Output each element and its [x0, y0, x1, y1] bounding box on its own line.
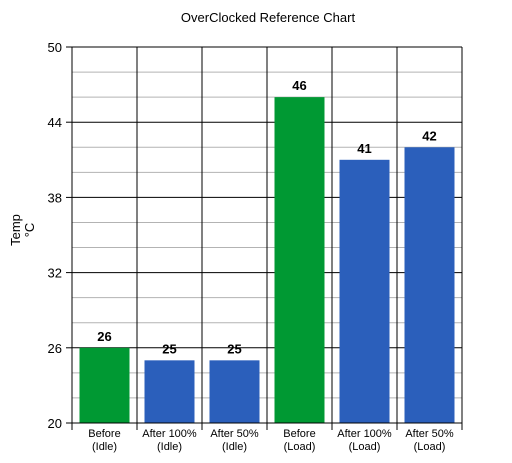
bar	[274, 97, 325, 423]
bar-value-label: 41	[357, 141, 371, 156]
y-tick-label: 26	[48, 341, 62, 356]
bar	[79, 347, 130, 423]
bar-value-label: 46	[292, 78, 306, 93]
x-tick-label-sub: (Idle)	[222, 441, 247, 453]
bar	[209, 360, 260, 423]
bar-value-label: 26	[97, 329, 111, 344]
x-tick-label: After 50%	[210, 428, 259, 440]
y-axis-label-line2: °C	[22, 223, 37, 238]
y-tick-label: 38	[48, 190, 62, 205]
x-tick-label-sub: (Idle)	[157, 441, 182, 453]
x-tick-label-sub: (Load)	[349, 441, 381, 453]
bar	[404, 147, 455, 423]
bar	[144, 360, 195, 423]
y-tick-label: 44	[48, 115, 62, 130]
grid-lines	[72, 46, 462, 430]
chart-title: OverClocked Reference Chart	[181, 10, 356, 25]
x-tick-label: After 100%	[142, 428, 197, 440]
x-tick-label: After 50%	[405, 428, 454, 440]
bar-value-label: 25	[227, 341, 241, 356]
bars-group	[79, 97, 455, 424]
x-tick-label: Before	[283, 428, 315, 440]
x-tick-label-sub: (Load)	[284, 441, 316, 453]
y-tick-label: 32	[48, 266, 62, 281]
x-tick-label-sub: (Idle)	[92, 441, 117, 453]
bar-value-label: 42	[422, 128, 436, 143]
axes	[66, 46, 463, 430]
y-axis-label-line1: Temp	[8, 214, 23, 246]
x-tick-label: After 100%	[337, 428, 392, 440]
y-tick-label: 50	[48, 40, 62, 55]
x-tick-label-sub: (Load)	[414, 441, 446, 453]
bar	[339, 159, 390, 424]
bar-value-label: 25	[162, 341, 176, 356]
x-tick-label: Before	[88, 428, 120, 440]
y-tick-label: 20	[48, 416, 62, 431]
